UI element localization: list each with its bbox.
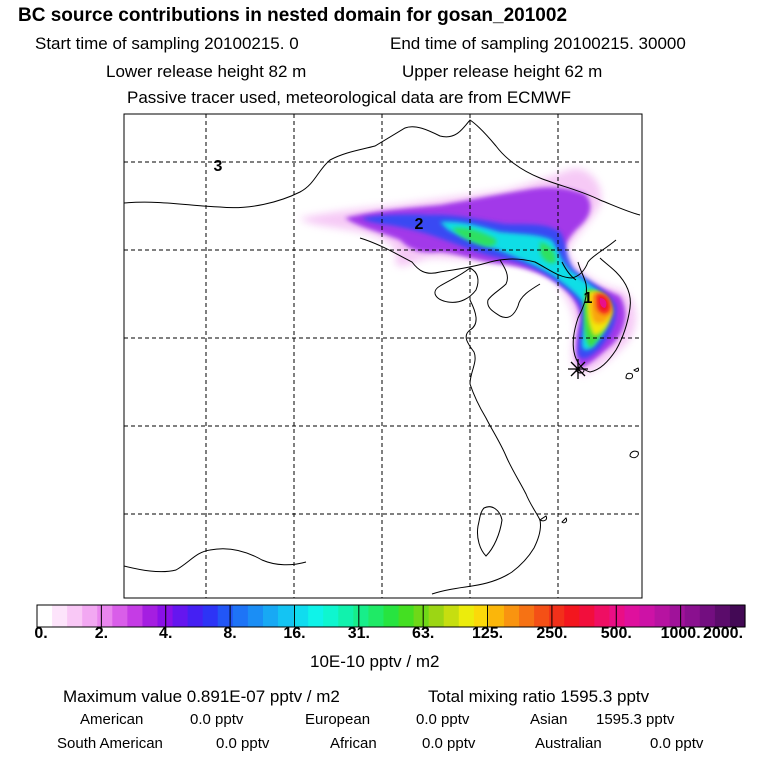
colorbar-swatch bbox=[684, 605, 701, 627]
colorbar-swatch bbox=[669, 605, 686, 627]
colorbar-swatch bbox=[729, 605, 746, 627]
colorbar-tick-label: 1000. bbox=[660, 625, 701, 642]
colorbar-swatch bbox=[323, 605, 339, 627]
colorbar-swatch bbox=[202, 605, 219, 627]
colorbar-swatch bbox=[609, 605, 626, 627]
max-value-label: Maximum value 0.891E-07 pptv / m2 bbox=[63, 687, 340, 706]
start-time-label: Start time of sampling 20100215. 0 bbox=[35, 34, 299, 53]
colorbar-swatch bbox=[172, 605, 189, 627]
plot-title: BC source contributions in nested domain… bbox=[18, 5, 568, 26]
end-time-label: End time of sampling 20100215. 30000 bbox=[390, 34, 686, 53]
marker-label-3: 3 bbox=[214, 158, 223, 175]
colorbar-swatch bbox=[368, 605, 385, 627]
colorbar-swatch bbox=[413, 605, 430, 627]
colorbar-swatch bbox=[127, 605, 144, 627]
colorbar-swatch bbox=[232, 605, 249, 627]
colorbar-swatch bbox=[37, 605, 53, 627]
colorbar-swatch bbox=[293, 605, 309, 627]
colorbar-swatch bbox=[97, 605, 113, 627]
european-value: 0.0 pptv bbox=[416, 711, 470, 728]
colorbar-swatch bbox=[458, 605, 475, 627]
colorbar-tick-label: 250. bbox=[536, 625, 568, 642]
colorbar-swatch bbox=[549, 605, 565, 627]
map-area bbox=[124, 114, 642, 598]
marker-label-1: 1 bbox=[584, 290, 593, 307]
colorbar-swatch bbox=[654, 605, 671, 627]
colorbar-tick-label: 2000. bbox=[702, 625, 744, 642]
colorbar-tick-label: 500. bbox=[600, 625, 632, 642]
south-american-value: 0.0 pptv bbox=[216, 735, 270, 752]
colorbar-swatch bbox=[624, 605, 641, 627]
colorbar-swatch bbox=[262, 605, 279, 627]
colorbar-swatch bbox=[278, 605, 294, 627]
colorbar-tick-label: 63. bbox=[412, 625, 435, 642]
total-mixing-ratio: Total mixing ratio 1595.3 pptv bbox=[428, 687, 650, 706]
colorbar-swatch bbox=[564, 605, 580, 627]
upper-release-height: Upper release height 62 m bbox=[402, 62, 603, 81]
colorbar-swatch bbox=[142, 605, 159, 627]
colorbar-swatch bbox=[714, 605, 731, 627]
colorbar-swatch bbox=[488, 605, 505, 627]
lower-release-height: Lower release height 82 m bbox=[106, 62, 307, 81]
colorbar-swatch bbox=[187, 605, 204, 627]
colorbar-swatch bbox=[639, 605, 656, 627]
colorbar-tick-label: 125. bbox=[471, 625, 504, 642]
asterisk-icon bbox=[568, 359, 588, 379]
colorbar-swatch bbox=[398, 605, 415, 627]
american-value: 0.0 pptv bbox=[190, 711, 244, 728]
colorbar-swatch bbox=[67, 605, 83, 627]
american-label: American bbox=[80, 711, 144, 728]
colorbar-tick-label: 8. bbox=[223, 625, 237, 642]
asian-value: 1595.3 pptv bbox=[596, 711, 675, 728]
colorbar-swatch bbox=[699, 605, 716, 627]
colorbar-swatch bbox=[473, 605, 490, 627]
colorbar-swatch bbox=[428, 605, 445, 627]
colorbar-swatch bbox=[308, 605, 324, 627]
colorbar-swatch bbox=[338, 605, 354, 627]
coastlines bbox=[124, 119, 641, 595]
colorbar-swatch bbox=[353, 605, 369, 627]
colorbar-swatch bbox=[217, 605, 234, 627]
colorbar-tick-label: 0. bbox=[34, 625, 48, 642]
colorbar-tick-label: 4. bbox=[159, 625, 173, 642]
colorbar-tick-label: 16. bbox=[283, 625, 306, 642]
map-frame bbox=[123, 113, 643, 599]
colorbar-swatch bbox=[594, 605, 611, 627]
european-label: European bbox=[305, 711, 371, 728]
colorbar-swatch bbox=[579, 605, 595, 627]
colorbar bbox=[36, 604, 746, 628]
asian-label: Asian bbox=[530, 711, 568, 728]
australian-label: Australian bbox=[535, 735, 602, 752]
african-value: 0.0 pptv bbox=[422, 735, 476, 752]
colorbar-unit: 10E-10 pptv / m2 bbox=[310, 652, 440, 671]
graticule bbox=[124, 114, 642, 598]
colorbar-swatch bbox=[519, 605, 535, 627]
colorbar-frame bbox=[36, 604, 746, 628]
south-american-label: South American bbox=[57, 735, 163, 752]
tracer-note: Passive tracer used, meteorological data… bbox=[127, 88, 572, 107]
colorbar-swatch bbox=[443, 605, 460, 627]
african-label: African bbox=[330, 735, 377, 752]
colorbar-swatch bbox=[383, 605, 400, 627]
australian-value: 0.0 pptv bbox=[650, 735, 704, 752]
marker-label-2: 2 bbox=[415, 216, 424, 233]
colorbar-swatch bbox=[82, 605, 98, 627]
colorbar-swatch bbox=[52, 605, 68, 627]
colorbar-swatch bbox=[534, 605, 550, 627]
colorbar-swatch bbox=[247, 605, 264, 627]
colorbar-tick-label: 31. bbox=[347, 625, 370, 642]
colorbar-tick-label: 2. bbox=[94, 625, 109, 642]
colorbar-swatch bbox=[503, 605, 520, 627]
colorbar-swatch bbox=[112, 605, 128, 627]
